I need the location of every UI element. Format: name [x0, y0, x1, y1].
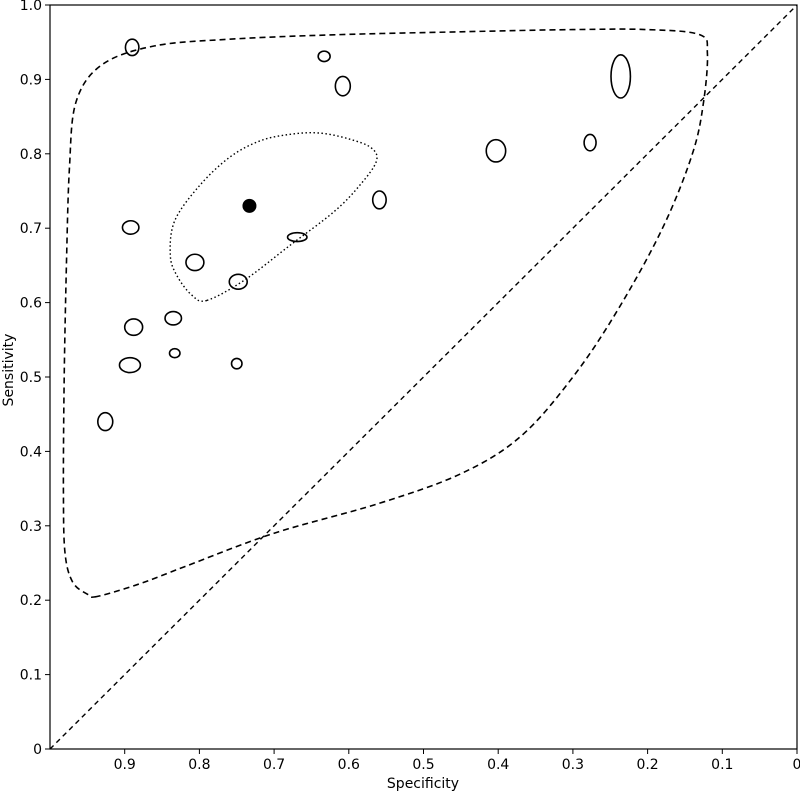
y-tick-label: 0.2	[20, 593, 42, 609]
y-tick-label: 0.1	[20, 668, 42, 684]
study-point-7	[371, 190, 387, 210]
confidence-region	[169, 132, 378, 302]
study-point-9	[286, 231, 308, 243]
study-point-8	[121, 219, 140, 235]
study-point-15	[118, 356, 142, 374]
study-point-17	[97, 411, 114, 432]
x-tick-label: 0.2	[636, 757, 658, 773]
x-tick-label: 0.8	[188, 757, 210, 773]
reference-diagonal-line	[49, 4, 798, 750]
x-tick-label: 0.7	[263, 757, 285, 773]
study-point-4	[610, 54, 632, 99]
study-point-6	[583, 133, 597, 152]
plot-area	[49, 4, 798, 750]
x-tick-label: 0.4	[487, 757, 509, 773]
plot-frame	[49, 4, 798, 750]
study-point-12	[164, 310, 183, 326]
y-axis-label: Sensitivity	[1, 334, 17, 407]
prediction-region	[62, 28, 709, 599]
study-point-2	[317, 50, 331, 63]
study-point-14	[168, 347, 181, 359]
study-point-1	[124, 38, 140, 57]
x-tick-label: 0.3	[562, 757, 584, 773]
summary-point	[242, 198, 257, 213]
y-tick-label: 1.0	[20, 0, 42, 14]
study-point-5	[485, 138, 507, 163]
y-tick-label: 0	[33, 742, 42, 758]
x-tick-label: 0.5	[412, 757, 434, 773]
y-tick-label: 0.7	[20, 221, 42, 237]
y-tick-label: 0.4	[20, 444, 42, 460]
y-tick-label: 0.6	[20, 296, 42, 312]
study-point-10	[185, 253, 205, 272]
x-tick-label: 0.1	[711, 757, 733, 773]
y-tick-label: 0.5	[20, 370, 42, 386]
study-point-13	[123, 318, 144, 337]
x-tick-label: 0.6	[338, 757, 360, 773]
study-point-16	[230, 357, 243, 370]
y-tick-label: 0.9	[20, 72, 42, 88]
x-tick-label: 0	[793, 757, 800, 773]
y-tick-label: 0.8	[20, 147, 42, 163]
x-axis-label: Specificity	[387, 776, 459, 792]
y-axis-ticks: 0 0.1 0.2 0.3 0.4 0.5 0.6 0.7 0.8 0.9 1.0	[20, 0, 50, 758]
study-point-3	[334, 75, 352, 97]
x-tick-label: 0.9	[114, 757, 136, 773]
y-tick-label: 0.3	[20, 519, 42, 535]
x-axis-ticks: 0.9 0.8 0.7 0.6 0.5 0.4 0.3 0.2 0.1 0	[114, 749, 800, 773]
study-point-11	[228, 273, 249, 291]
